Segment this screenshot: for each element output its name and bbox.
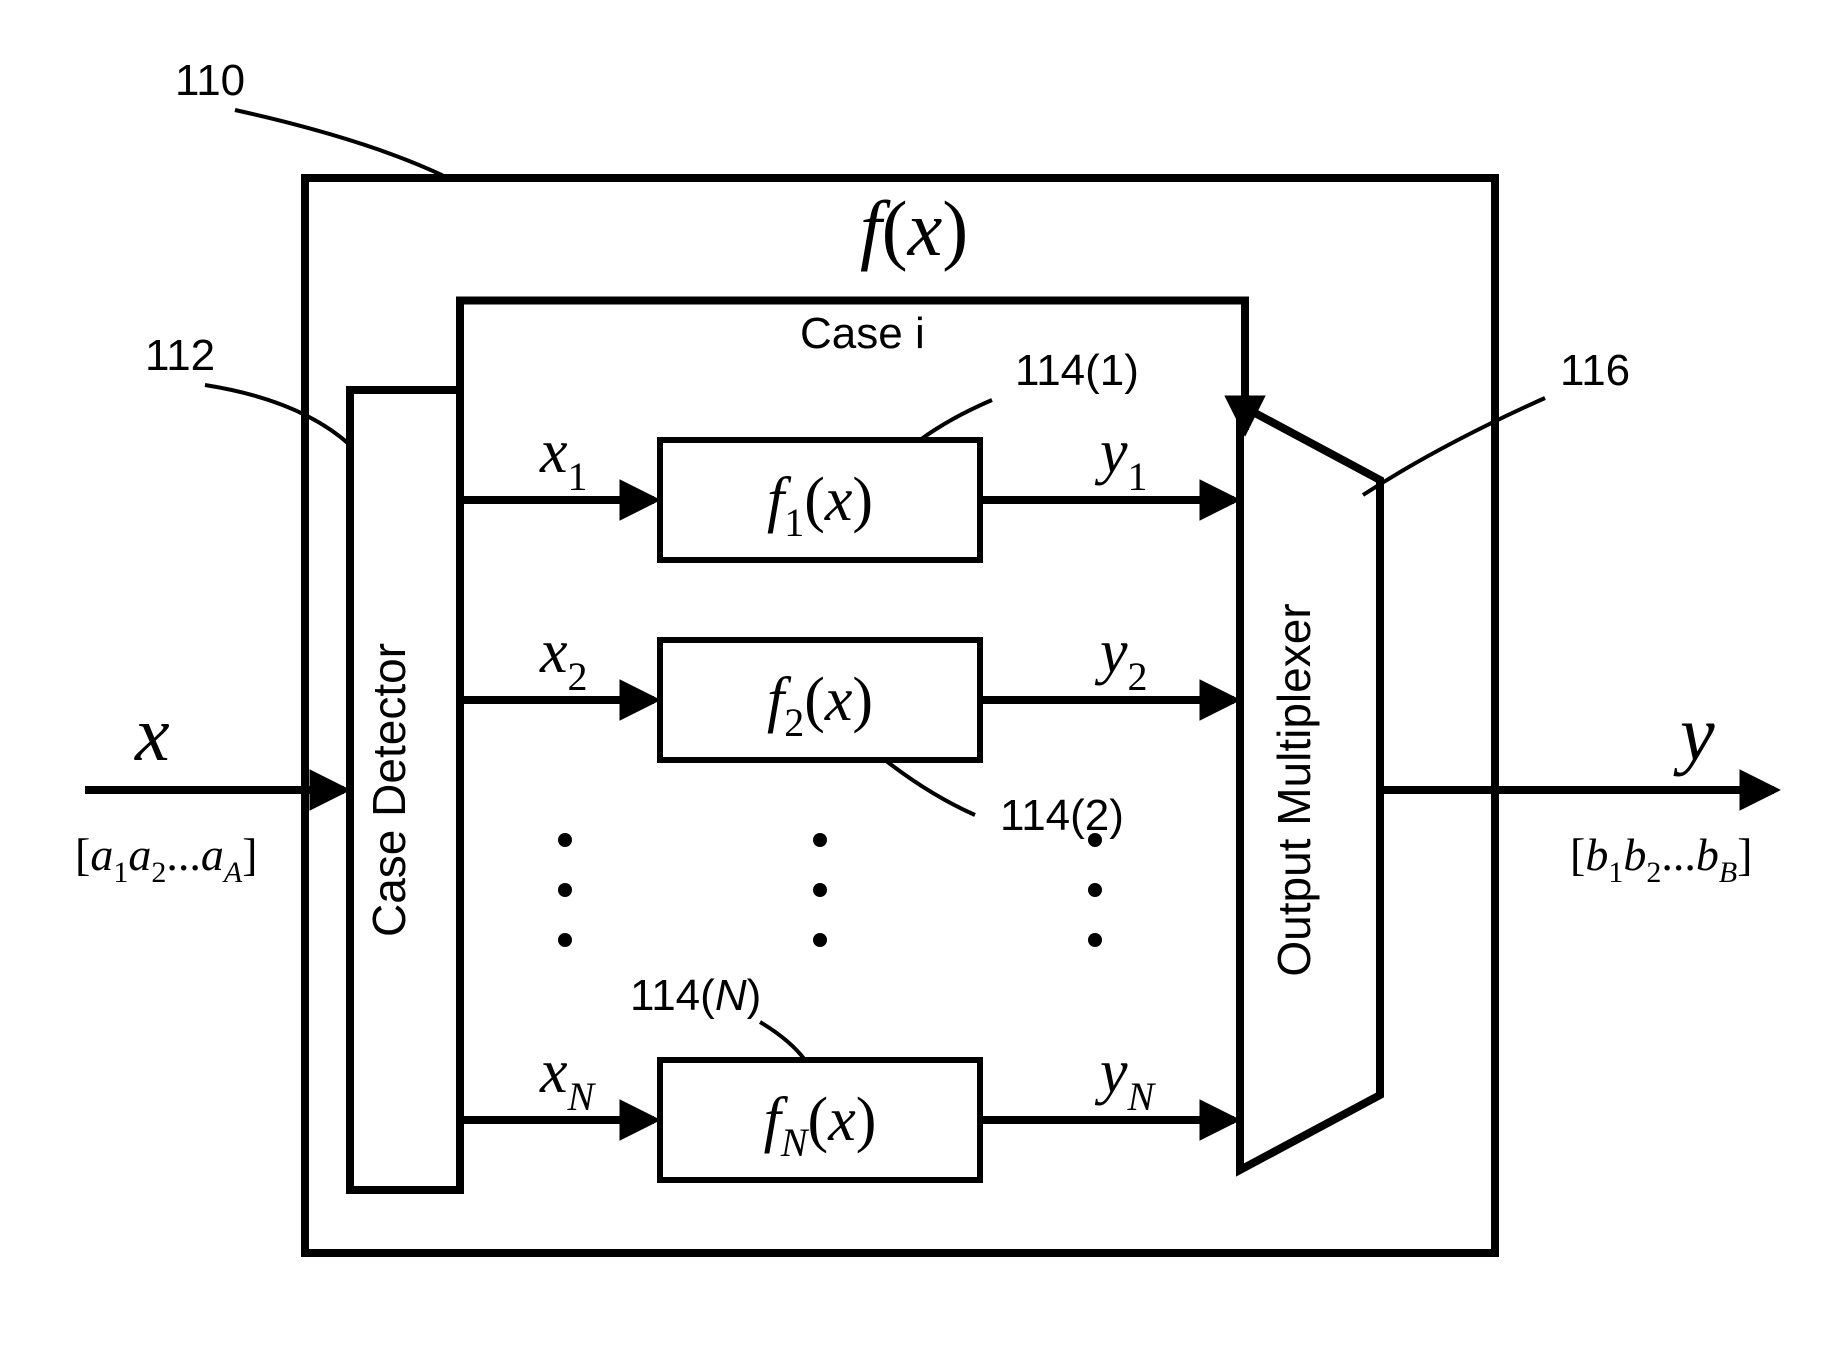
vdots-dot	[558, 833, 572, 847]
y2-label: y2	[1094, 618, 1148, 699]
output-var-y: y	[1673, 690, 1715, 777]
vdots-dot	[813, 883, 827, 897]
ref-110: 110	[175, 56, 245, 105]
ref-116: 116	[1560, 346, 1630, 395]
xN-label: xN	[539, 1038, 597, 1119]
output-bits-label: [b1b2...bB]	[1570, 829, 1752, 889]
vdots-dot	[558, 933, 572, 947]
ref-112-leader	[205, 385, 350, 445]
subfunc-1-label: f1(x)	[767, 466, 873, 545]
yN-label: yN	[1094, 1038, 1157, 1119]
vdots-dot	[1088, 883, 1102, 897]
y1-label: y1	[1094, 418, 1148, 499]
ref-114-2-leader	[885, 760, 975, 815]
ref-114-1: 114(1)	[1015, 346, 1139, 395]
input-bits-label: [a1a2...aA]	[75, 829, 257, 889]
fx-title: f(x)	[860, 185, 968, 272]
ref-112: 112	[145, 331, 215, 380]
case-detector-label: Case Detector	[363, 643, 415, 937]
ref-116-leader	[1363, 398, 1545, 495]
vdots-dot	[813, 933, 827, 947]
ref-114-1-leader	[920, 400, 992, 440]
x1-label: x1	[539, 418, 588, 499]
vdots-dot	[813, 833, 827, 847]
output-multiplexer-label: Output Multiplexer	[1268, 603, 1320, 976]
vdots-dot	[558, 883, 572, 897]
ref-114-2: 114(2)	[1000, 791, 1124, 840]
case-i-label: Case i	[800, 309, 925, 358]
input-var-x: x	[134, 690, 170, 777]
vdots-dot	[1088, 933, 1102, 947]
subfunc-2-label: f2(x)	[767, 666, 873, 745]
x2-label: x2	[539, 618, 588, 699]
ref-114-N-leader	[760, 1022, 805, 1060]
subfunc-N-label: fN(x)	[764, 1086, 877, 1165]
ref-110-leader	[235, 110, 448, 178]
ref-114-N: 114(N)	[630, 971, 761, 1020]
